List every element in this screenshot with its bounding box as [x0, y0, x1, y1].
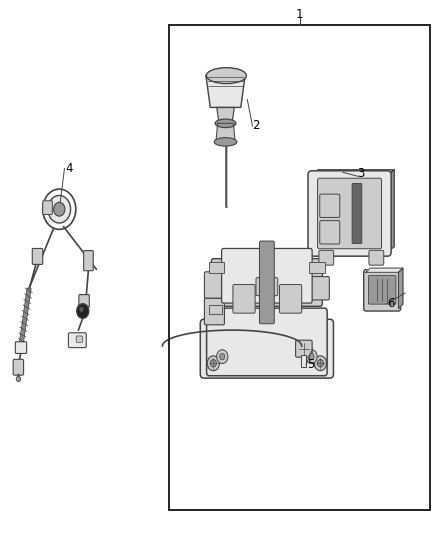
Circle shape — [53, 203, 65, 216]
Circle shape — [309, 353, 314, 360]
Ellipse shape — [215, 119, 236, 127]
Circle shape — [48, 196, 71, 223]
FancyBboxPatch shape — [320, 194, 340, 217]
FancyBboxPatch shape — [320, 221, 340, 244]
Polygon shape — [311, 169, 394, 175]
Bar — [169, 25, 430, 511]
Text: 1: 1 — [296, 8, 303, 21]
Polygon shape — [217, 108, 234, 123]
Ellipse shape — [206, 68, 247, 84]
Polygon shape — [399, 268, 403, 309]
Circle shape — [16, 376, 21, 382]
Text: 4: 4 — [65, 162, 73, 175]
FancyBboxPatch shape — [364, 270, 401, 311]
FancyBboxPatch shape — [15, 342, 27, 353]
Bar — [209, 262, 224, 273]
Polygon shape — [206, 76, 245, 108]
Circle shape — [217, 350, 228, 364]
FancyBboxPatch shape — [296, 340, 312, 357]
Text: 6: 6 — [387, 297, 395, 310]
FancyBboxPatch shape — [84, 251, 93, 271]
FancyBboxPatch shape — [256, 278, 278, 296]
Circle shape — [306, 350, 317, 364]
Text: 3: 3 — [357, 167, 364, 180]
FancyBboxPatch shape — [308, 171, 391, 256]
FancyBboxPatch shape — [369, 251, 384, 265]
FancyBboxPatch shape — [200, 319, 333, 378]
Bar — [309, 262, 325, 273]
Circle shape — [207, 356, 219, 370]
FancyBboxPatch shape — [368, 276, 396, 304]
FancyBboxPatch shape — [68, 333, 86, 348]
FancyBboxPatch shape — [279, 285, 302, 313]
Text: 2: 2 — [252, 119, 260, 133]
FancyBboxPatch shape — [259, 241, 274, 324]
FancyBboxPatch shape — [233, 285, 255, 313]
FancyBboxPatch shape — [310, 277, 329, 300]
Circle shape — [219, 353, 225, 360]
FancyBboxPatch shape — [205, 298, 224, 325]
Circle shape — [210, 360, 216, 367]
FancyBboxPatch shape — [205, 272, 224, 298]
Circle shape — [79, 307, 84, 312]
FancyBboxPatch shape — [319, 251, 334, 265]
Circle shape — [318, 360, 323, 367]
FancyBboxPatch shape — [318, 178, 381, 249]
Circle shape — [77, 304, 89, 318]
FancyBboxPatch shape — [13, 359, 24, 375]
FancyBboxPatch shape — [79, 295, 89, 308]
FancyBboxPatch shape — [352, 183, 362, 244]
FancyBboxPatch shape — [207, 308, 327, 376]
FancyBboxPatch shape — [212, 259, 322, 306]
FancyBboxPatch shape — [222, 248, 312, 303]
Circle shape — [314, 356, 326, 370]
FancyBboxPatch shape — [32, 248, 43, 264]
FancyBboxPatch shape — [76, 336, 82, 342]
Polygon shape — [216, 123, 235, 142]
Text: 5: 5 — [307, 358, 314, 371]
FancyBboxPatch shape — [43, 201, 52, 215]
Polygon shape — [388, 169, 394, 252]
Bar — [209, 305, 222, 314]
Ellipse shape — [214, 138, 237, 146]
Polygon shape — [366, 268, 403, 272]
Bar — [301, 354, 307, 367]
